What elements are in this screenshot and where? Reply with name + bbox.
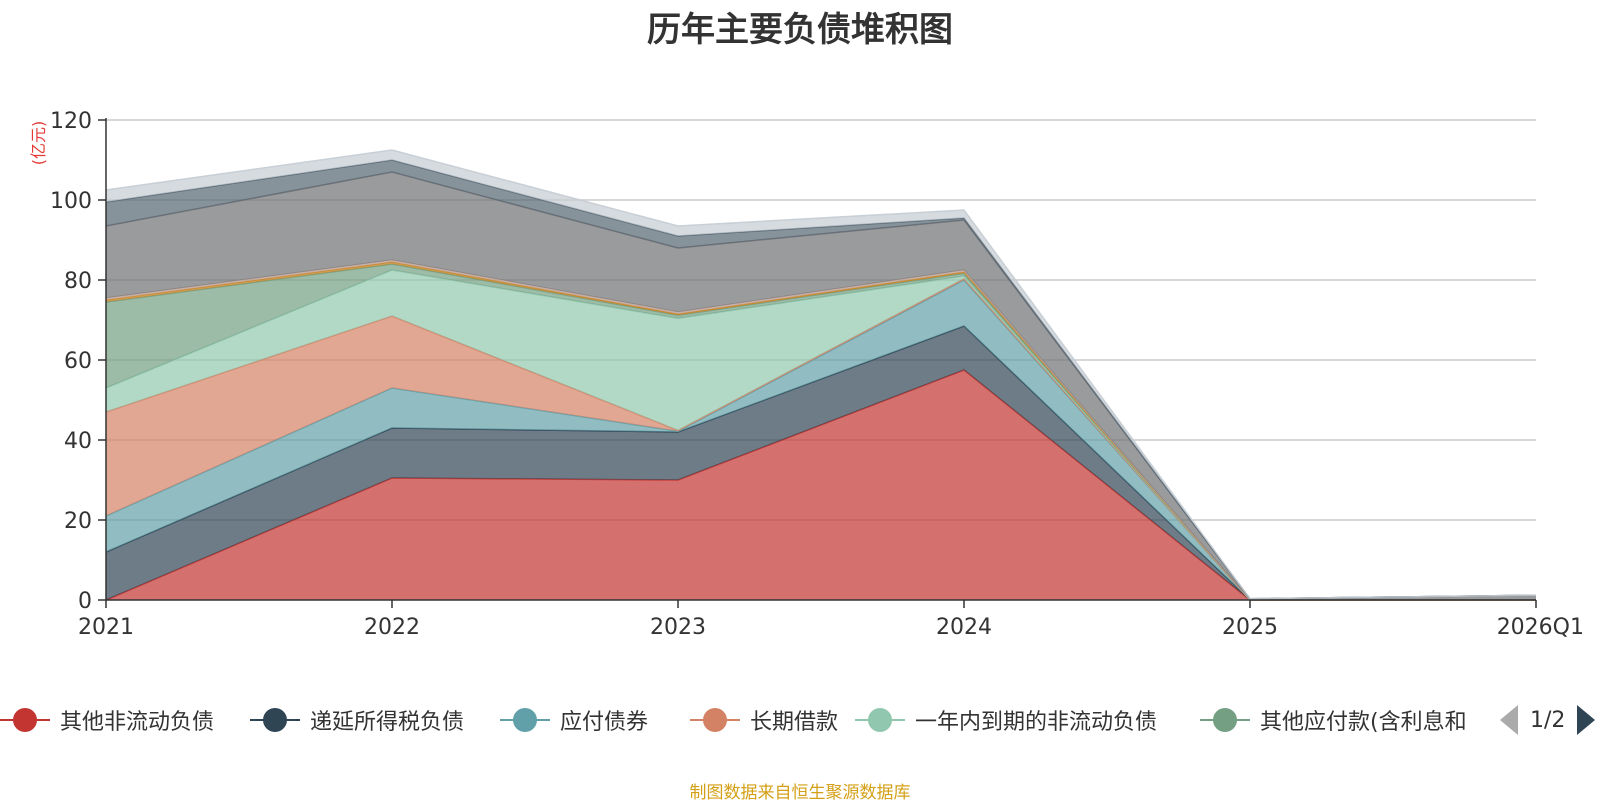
x-tick-label: 2025 (1222, 615, 1278, 640)
area-series-8[interactable] (106, 172, 1536, 600)
legend-item[interactable]: 一年内到期的非流动负债 (855, 700, 1157, 740)
x-tick-label: 2023 (650, 615, 706, 640)
legend-symbol-icon (1200, 700, 1250, 740)
legend-label: 递延所得税负债 (310, 710, 465, 735)
legend-item[interactable]: 其他应付款(含利息和 (1200, 700, 1467, 740)
x-axis-ticks: 2021 2022 2023 2024 2025 2026Q1 (78, 600, 1584, 640)
chart-title: 历年主要负债堆积图 (647, 10, 953, 50)
legend-label: 一年内到期的非流动负债 (915, 710, 1158, 735)
stacked-area-chart: 0 20 40 60 80 100 120 2021 2022 2023 2024 2025 2026… (29, 109, 1584, 640)
legend-label: 应付债券 (560, 710, 649, 735)
legend-item[interactable]: 其他非流动负债 (0, 700, 214, 740)
y-axis-ticks: 0 20 40 60 80 100 120 (50, 109, 106, 614)
area-series (105, 149, 1537, 601)
y-tick-label: 120 (50, 109, 92, 134)
area-series-4[interactable] (106, 270, 1536, 600)
legend-label: 其他应付款(含利息和 (1260, 710, 1467, 735)
legend-label: 其他非流动负债 (60, 710, 215, 735)
legend-symbol-icon (500, 700, 550, 740)
x-tick-label: 2021 (78, 615, 134, 640)
legend-item[interactable]: 递延所得税负债 (250, 700, 464, 740)
legend-item[interactable]: 应付债券 (500, 700, 648, 740)
legend-pager: 1/2 (1500, 700, 1596, 740)
y-axis-unit-label: (亿元) (29, 121, 48, 166)
y-tick-label: 40 (64, 429, 92, 454)
legend-page-indicator: 1/2 (1530, 707, 1566, 733)
legend: 其他非流动负债 递延所得税负债 应付债券 长期借款 一年内到期的非流动负债 其他应付款(含… (0, 700, 1600, 740)
legend-symbol-icon (690, 700, 740, 740)
legend-symbol-icon (250, 700, 300, 740)
y-tick-label: 80 (64, 269, 92, 294)
area-series-line-10 (105, 149, 1537, 600)
y-tick-label: 20 (64, 509, 92, 534)
x-tick-label: 2022 (364, 615, 420, 640)
legend-prev-page-icon[interactable] (1500, 705, 1518, 735)
y-tick-label: 100 (50, 189, 92, 214)
legend-symbol-icon (0, 700, 50, 740)
data-source-note: 制图数据来自恒生聚源数据库 (689, 783, 911, 803)
legend-symbol-icon (855, 700, 905, 740)
y-tick-label: 60 (64, 349, 92, 374)
legend-item[interactable]: 长期借款 (690, 700, 838, 740)
x-tick-label: 2026Q1 (1497, 615, 1584, 640)
legend-label: 长期借款 (750, 710, 839, 735)
x-tick-label: 2024 (936, 615, 992, 640)
legend-next-page-icon[interactable] (1577, 705, 1596, 735)
area-series-5[interactable] (106, 264, 1536, 600)
y-tick-label: 0 (78, 589, 92, 614)
